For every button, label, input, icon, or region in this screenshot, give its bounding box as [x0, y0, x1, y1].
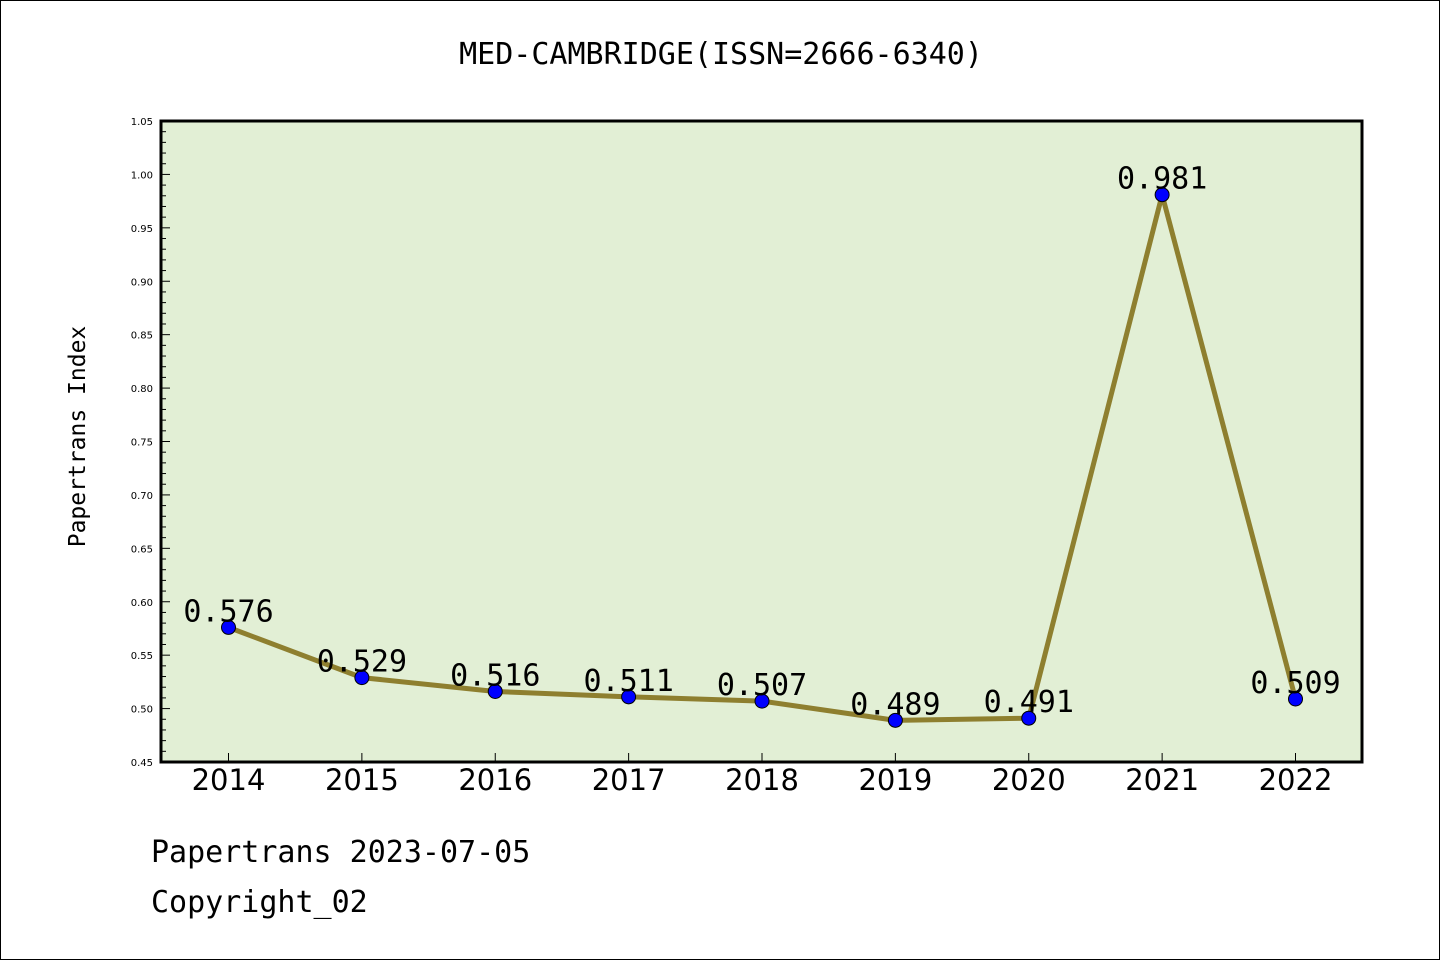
- y-tick-label: 0.60: [131, 598, 153, 609]
- x-tick-label: 2019: [858, 763, 932, 797]
- data-label: 0.529: [317, 645, 407, 680]
- y-tick-label: 1.00: [131, 170, 153, 181]
- y-tick-label: 0.75: [131, 438, 153, 449]
- x-tick-label: 2014: [192, 763, 266, 797]
- chart-title: MED-CAMBRIDGE(ISSN=2666-6340): [459, 37, 983, 72]
- data-point: [221, 619, 236, 635]
- data-label: 0.576: [183, 594, 273, 629]
- y-tick-label: 0.50: [131, 705, 153, 716]
- data-point: [1021, 710, 1037, 726]
- data-label: 0.491: [984, 685, 1074, 720]
- data-label: 0.507: [717, 668, 807, 703]
- data-label: 0.981: [1117, 162, 1207, 197]
- data-point: [621, 689, 637, 705]
- y-tick-label: 0.70: [131, 491, 153, 502]
- x-tick-label: 2017: [592, 763, 666, 797]
- data-point: [487, 683, 503, 699]
- footer-source: Papertrans 2023-07-05: [151, 835, 531, 870]
- data-label: 0.511: [583, 664, 673, 699]
- data-point: [354, 670, 370, 686]
- x-tick-label: 2018: [725, 763, 799, 797]
- y-axis-label: Papertrans Index: [65, 326, 91, 548]
- data-point: [1288, 691, 1303, 707]
- x-tick-label: 2022: [1259, 763, 1333, 797]
- plot-frame: [159, 119, 1364, 764]
- footer-copyright: Copyright_02: [151, 885, 368, 920]
- x-tick-label: 2020: [992, 763, 1066, 797]
- data-point: [1154, 187, 1170, 203]
- plot-area: [161, 121, 1362, 762]
- data-label: 0.489: [850, 687, 940, 722]
- data-label: 0.509: [1250, 666, 1340, 701]
- y-tick-label: 0.95: [131, 224, 153, 235]
- y-tick-label: 0.65: [131, 544, 153, 555]
- x-tick-label: 2021: [1125, 763, 1199, 797]
- y-tick-label: 0.80: [131, 384, 153, 395]
- data-label: 0.516: [450, 658, 540, 693]
- x-tick-label: 2015: [325, 763, 399, 797]
- data-point: [887, 712, 903, 728]
- y-tick-label: 0.55: [131, 651, 153, 662]
- y-tick-label: 0.85: [131, 331, 153, 342]
- y-tick-label: 1.05: [131, 117, 153, 128]
- x-tick-label: 2016: [458, 763, 532, 797]
- y-tick-label: 0.90: [131, 277, 153, 288]
- y-tick-label: 0.45: [131, 758, 153, 769]
- data-point: [754, 693, 770, 709]
